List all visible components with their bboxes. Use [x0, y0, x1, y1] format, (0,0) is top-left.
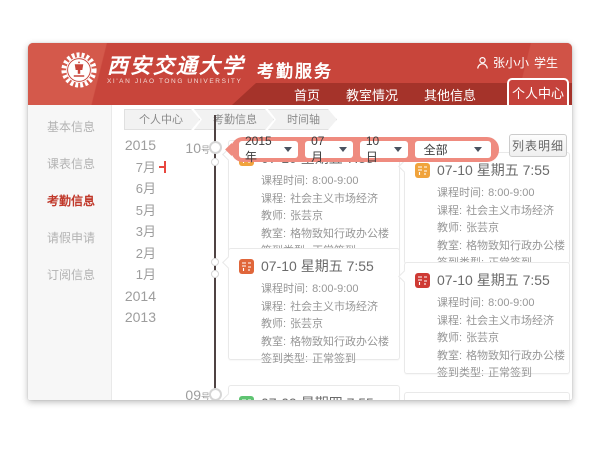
field-teacher: 教师: 张芸京 — [261, 318, 324, 330]
status-seal-icon — [239, 258, 254, 274]
timeline-node[interactable] — [211, 270, 219, 278]
sidebar-item-basic-info[interactable]: 基本信息 — [47, 120, 96, 134]
attendance-card[interactable]: 07-10 星期五 7:55 课程时间:8:00-9:00 课程:社会主义市场经… — [404, 262, 570, 379]
card-title: 07-10 星期五 7:55 — [261, 258, 374, 274]
scale-july[interactable]: 7月 — [112, 157, 166, 179]
scale-june[interactable]: 6月 — [135, 181, 156, 196]
status-seal-icon — [239, 395, 254, 400]
university-name-block: 西安交通大学 XI'AN JIAO TONG UNIVERSITY — [107, 53, 245, 86]
app-window: 西安交通大学 XI'AN JIAO TONG UNIVERSITY 考勤服务 张… — [28, 43, 572, 400]
university-name-cn: 西安交通大学 — [107, 53, 245, 78]
timeline-axis — [214, 115, 216, 400]
field-course-time: 课程时间: 8:00-9:00 — [437, 297, 535, 309]
day-select[interactable]: 10日 — [359, 134, 408, 164]
field-classroom: 教室: 格物致知行政办公楼 — [437, 239, 566, 252]
field-course: 课程: 社会主义市场经济 — [437, 204, 555, 217]
attendance-card[interactable]: 07-10 星期五 7:55 课程时间:8:00-9:00 课程:社会主义市场经… — [404, 152, 570, 269]
field-course: 课程: 社会主义市场经济 — [261, 192, 379, 205]
timeline-node-day09[interactable] — [209, 388, 222, 400]
breadcrumb-timeline[interactable]: 时间轴 — [268, 109, 337, 130]
field-course: 课程: 社会主义市场经济 — [261, 300, 379, 313]
scale-march[interactable]: 3月 — [135, 224, 156, 239]
nav-classrooms[interactable]: 教室情况 — [345, 87, 398, 103]
nav-home[interactable]: 首页 — [293, 87, 320, 103]
university-logo-icon — [61, 52, 97, 88]
timeline-node-day10[interactable] — [209, 141, 222, 154]
breadcrumb-attendance-info[interactable]: 考勤信息 — [194, 109, 274, 130]
status-seal-icon — [415, 272, 430, 288]
card-title: 07-10 星期五 7:55 — [437, 162, 550, 178]
day-label-10: 10号 — [185, 140, 210, 156]
field-course: 课程: 社会主义市场经济 — [437, 314, 555, 327]
sidebar-item-subscription-info[interactable]: 订阅信息 — [47, 268, 96, 282]
scale-2013[interactable]: 2013 — [124, 309, 156, 325]
type-select[interactable]: 全部 — [414, 141, 492, 158]
field-teacher: 教师: 张芸京 — [437, 332, 500, 344]
day-label-09: 09号 — [185, 387, 210, 400]
year-select[interactable]: 2015年 — [239, 134, 299, 164]
timeline-scale: 2015 7月 6月 5月 3月 2月 1月 2014 2013 — [112, 135, 166, 329]
field-teacher: 教师: 张芸京 — [437, 222, 500, 234]
chevron-down-icon — [284, 147, 293, 152]
user-role: 学生 — [533, 56, 558, 70]
field-course-time: 课程时间: 8:00-9:00 — [437, 187, 535, 199]
nav-tab-personal-center[interactable]: 个人中心 — [507, 78, 569, 105]
card-title: 07-10 星期五 7:55 — [437, 272, 550, 288]
field-teacher: 教师: 张芸京 — [261, 210, 324, 222]
filter-bar: 2015年 07月 10日 全部 — [231, 134, 499, 164]
sidebar: 基本信息 课表信息 考勤信息 请假申请 订阅信息 — [28, 105, 112, 400]
chevron-down-icon — [393, 147, 402, 152]
active-month-marker — [159, 160, 166, 173]
timeline-node[interactable] — [211, 158, 219, 166]
breadcrumb: 个人中心 考勤信息 时间轴 — [124, 109, 337, 130]
app-header: 西安交通大学 XI'AN JIAO TONG UNIVERSITY 考勤服务 张… — [28, 43, 572, 105]
attendance-card[interactable]: 07-10 星期五 7:55 课程时间:8:00-9:00 课程:社会主义市场经… — [228, 248, 400, 365]
field-checkin-type: 签到类型:正常签到 — [261, 353, 357, 365]
sidebar-item-schedule-info[interactable]: 课表信息 — [47, 157, 96, 171]
scale-2015[interactable]: 2015 — [124, 137, 156, 153]
field-course-time: 课程时间: 8:00-9:00 — [261, 175, 359, 187]
nav-other-info[interactable]: 其他信息 — [423, 87, 476, 103]
sidebar-item-leave-request[interactable]: 请假申请 — [47, 231, 96, 245]
app-title: 考勤服务 — [257, 62, 333, 81]
scale-may[interactable]: 5月 — [135, 202, 156, 218]
nav-bar: 首页 教室情况 其他信息 — [232, 83, 572, 105]
sidebar-item-attendance-info[interactable]: 考勤信息 — [47, 194, 96, 208]
attendance-card[interactable] — [404, 392, 570, 400]
timeline-node[interactable] — [211, 258, 219, 266]
person-icon — [477, 56, 488, 69]
field-classroom: 教室: 格物致知行政办公楼 — [261, 335, 390, 348]
breadcrumb-personal-center[interactable]: 个人中心 — [124, 109, 200, 130]
chevron-down-icon — [474, 147, 483, 152]
scale-january[interactable]: 1月 — [135, 267, 156, 282]
field-course-time: 课程时间: 8:00-9:00 — [261, 283, 359, 295]
field-checkin-type: 签到类型:正常签到 — [437, 367, 533, 379]
university-name-en: XI'AN JIAO TONG UNIVERSITY — [107, 78, 243, 85]
card-title: 07-09 星期四 7:55 — [261, 393, 374, 400]
user-info[interactable]: 张小小 学生 — [477, 54, 558, 71]
user-name: 张小小 — [492, 56, 529, 70]
brand: 西安交通大学 XI'AN JIAO TONG UNIVERSITY 考勤服务 — [60, 51, 333, 89]
attendance-card[interactable]: 07-09 星期四 7:55 — [228, 385, 400, 400]
list-detail-button[interactable]: 列表明细 — [509, 134, 567, 157]
field-classroom: 教室: 格物致知行政办公楼 — [261, 227, 390, 240]
scale-february[interactable]: 2月 — [135, 245, 156, 261]
status-seal-icon — [415, 162, 430, 178]
month-select[interactable]: 07月 — [305, 134, 353, 164]
chevron-down-icon — [338, 147, 347, 152]
scale-2014[interactable]: 2014 — [124, 287, 156, 304]
field-classroom: 教室: 格物致知行政办公楼 — [437, 349, 566, 362]
